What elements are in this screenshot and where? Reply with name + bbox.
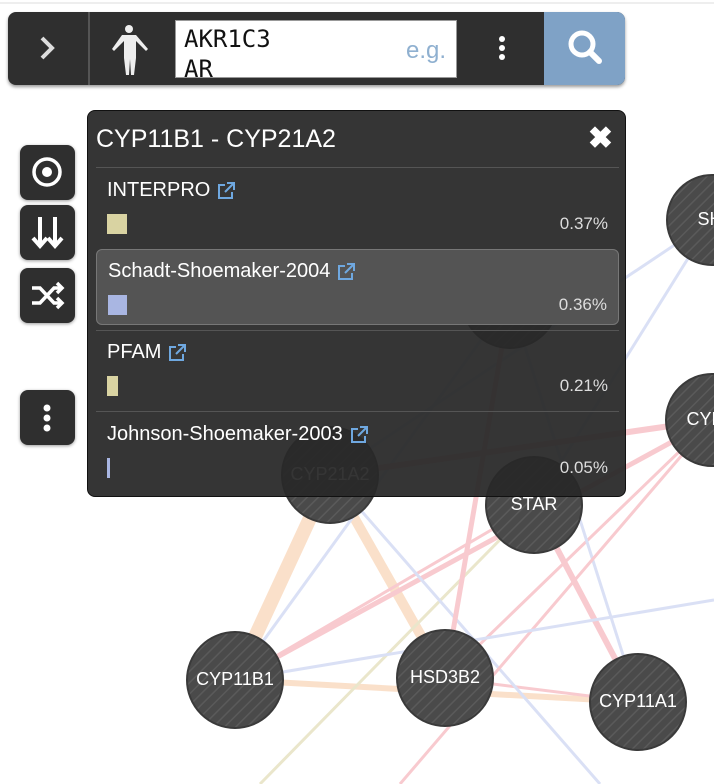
network-name: INTERPRO [107,179,236,202]
network-row[interactable]: INTERPRO 0.37% [96,169,619,245]
external-link-icon[interactable] [349,425,369,445]
popup-title: CYP11B1 - CYP21A2 [96,125,336,153]
node-label: CYP1 [686,409,714,429]
network-name-text: Schadt-Shoemaker-2004 [108,260,331,282]
body-icon[interactable] [112,25,148,75]
gene-node[interactable] [396,629,494,727]
row-separator [96,330,619,331]
icon-shape [169,343,187,361]
weight-bar [107,376,119,396]
weight-bar [107,458,110,478]
network-name-text: PFAM [107,341,162,363]
gene-node[interactable] [589,653,687,751]
network-row[interactable]: Schadt-Shoemaker-2004 0.36% [96,249,619,325]
weight-bar [108,295,128,315]
node-label: CYP11B1 [196,669,274,689]
options-button[interactable] [20,390,75,445]
network-name: Johnson-Shoemaker-2003 [107,423,369,446]
edge-popup: CYP11B1 - CYP21A2 ✖ INTERPRO 0.37% Schadt-… [87,110,626,497]
weight-label: 0.21% [559,376,608,395]
node-label: CYP11A1 [599,691,677,711]
icon-shape [350,425,368,443]
gene-input[interactable]: AKR1C3 AR e.g. [175,20,457,78]
node-label: SH [697,209,714,229]
network-name: Schadt-Shoemaker-2004 [108,260,356,283]
expand-icon[interactable] [40,36,55,60]
network-row[interactable]: PFAM 0.21% [96,331,619,407]
network-name-text: Johnson-Shoemaker-2003 [107,423,343,445]
sort-button[interactable] [20,205,75,260]
external-link-icon[interactable] [167,343,187,363]
network-row[interactable]: Johnson-Shoemaker-2003 0.05% [96,413,619,489]
gene-entry: AR [184,55,213,78]
row-separator [96,411,619,412]
icon-shape [218,181,236,199]
focus-button[interactable] [20,145,75,200]
placeholder: e.g. [405,37,446,64]
toolbar-icons [40,12,148,85]
row-separator [96,167,619,168]
gene-entry: AKR1C3 [184,25,271,53]
icon-shape [338,262,356,280]
shuffle-button[interactable] [20,268,75,323]
external-link-icon[interactable] [336,262,356,282]
weight-label: 0.36% [558,295,607,314]
node-label: HSD3B2 [410,667,480,687]
weight-label: 0.37% [559,214,608,233]
network-name-text: INTERPRO [107,179,211,201]
gene-node[interactable] [186,631,284,729]
search-button[interactable] [544,12,625,85]
close-button[interactable]: ✖ [587,122,613,155]
node-label: STAR [511,494,558,514]
weight-bar [107,214,127,234]
network-name: PFAM [107,341,187,364]
gene-node[interactable] [665,373,714,467]
external-link-icon[interactable] [216,181,236,201]
more-icon[interactable] [493,12,513,85]
gene-node[interactable] [666,174,714,266]
search-icon [568,30,602,64]
weight-label: 0.05% [559,458,608,477]
